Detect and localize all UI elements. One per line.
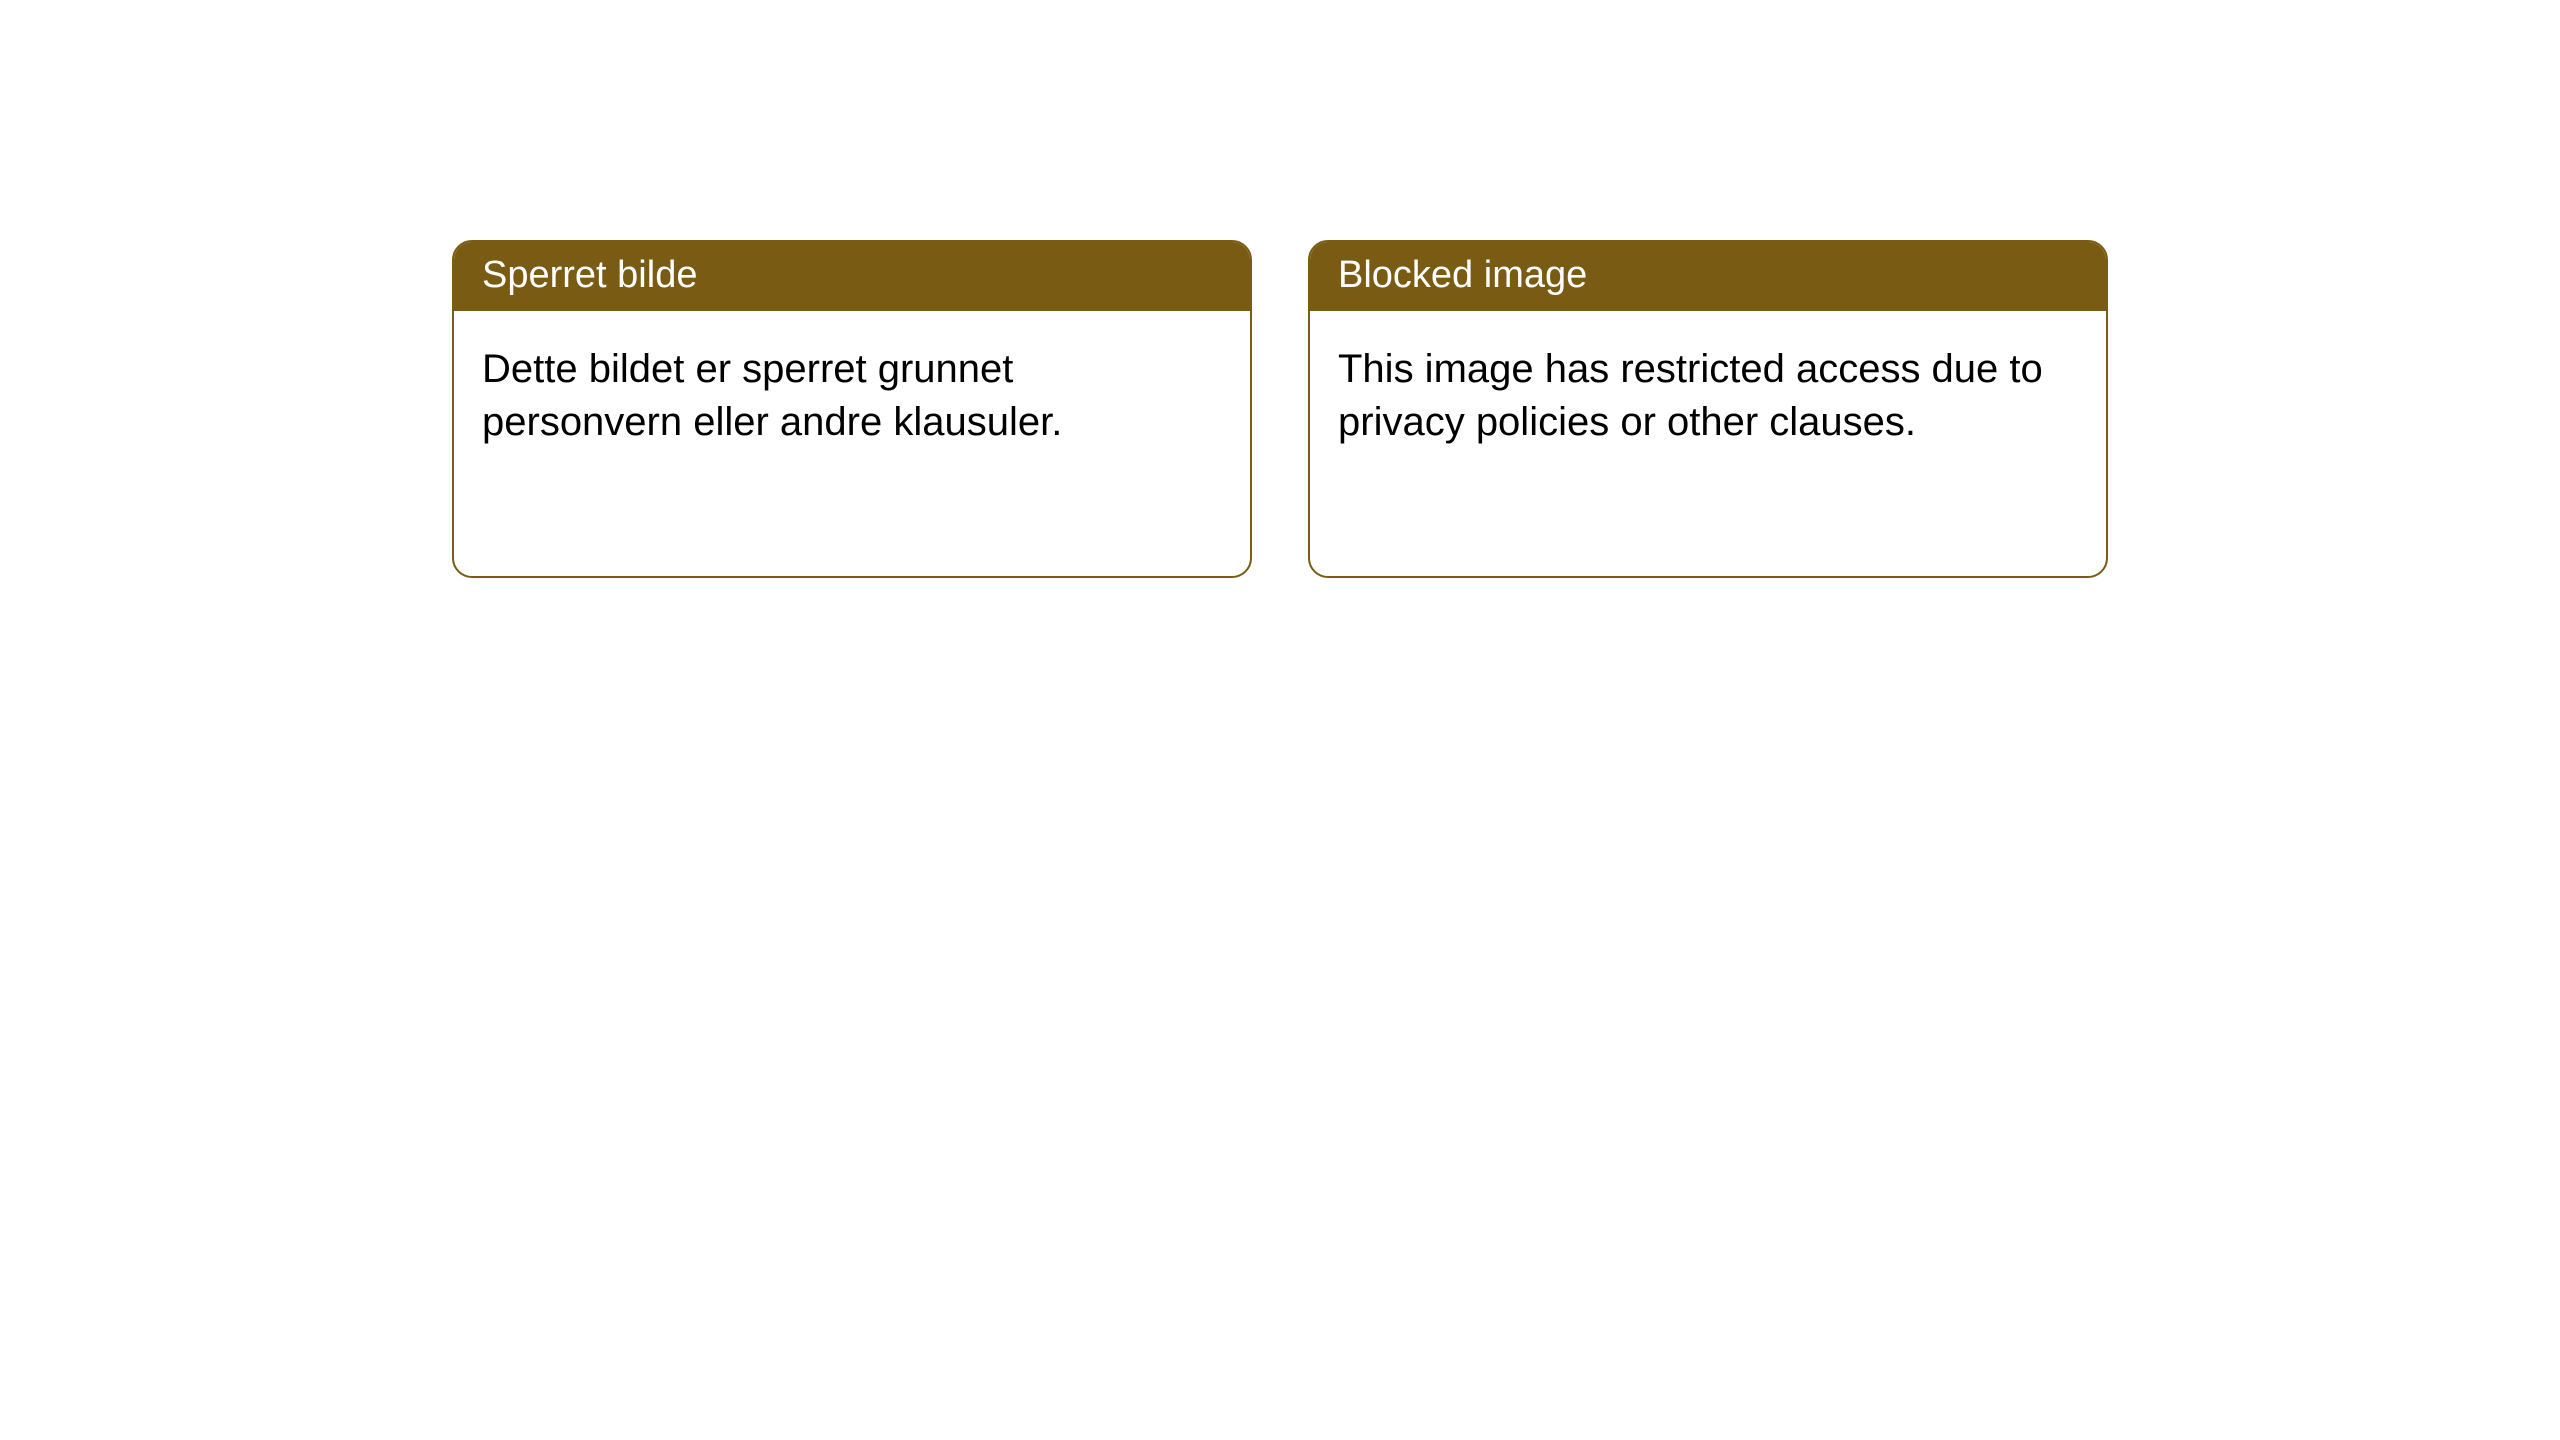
notice-card-norwegian: Sperret bilde Dette bildet er sperret gr… — [452, 240, 1252, 578]
notice-card-english: Blocked image This image has restricted … — [1308, 240, 2108, 578]
notice-card-body: Dette bildet er sperret grunnet personve… — [454, 311, 1250, 481]
blocked-image-notices: Sperret bilde Dette bildet er sperret gr… — [452, 240, 2108, 578]
notice-card-header: Blocked image — [1310, 242, 2106, 311]
notice-card-header: Sperret bilde — [454, 242, 1250, 311]
notice-card-body: This image has restricted access due to … — [1310, 311, 2106, 481]
